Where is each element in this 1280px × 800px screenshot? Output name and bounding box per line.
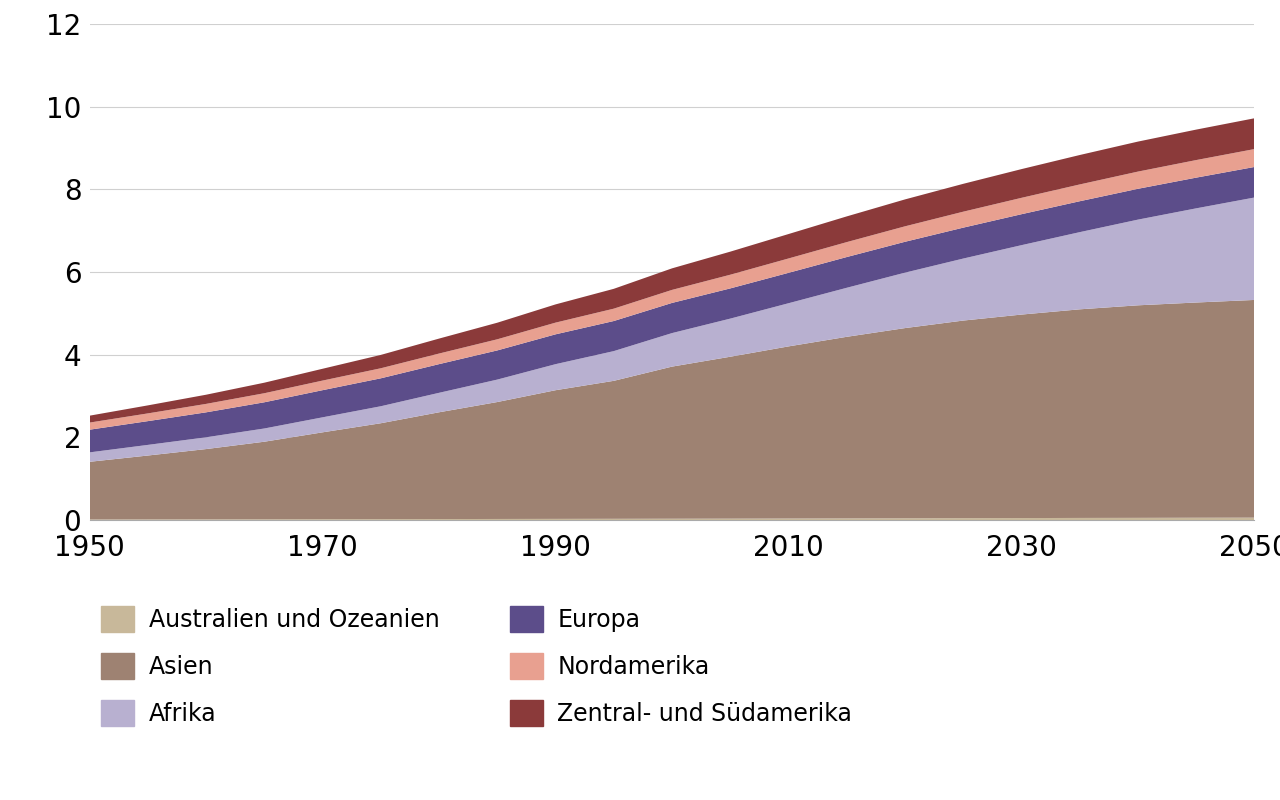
Legend: Australien und Ozeanien, Asien, Afrika, Europa, Nordamerika, Zentral- und Südame: Australien und Ozeanien, Asien, Afrika, … bbox=[101, 606, 852, 726]
